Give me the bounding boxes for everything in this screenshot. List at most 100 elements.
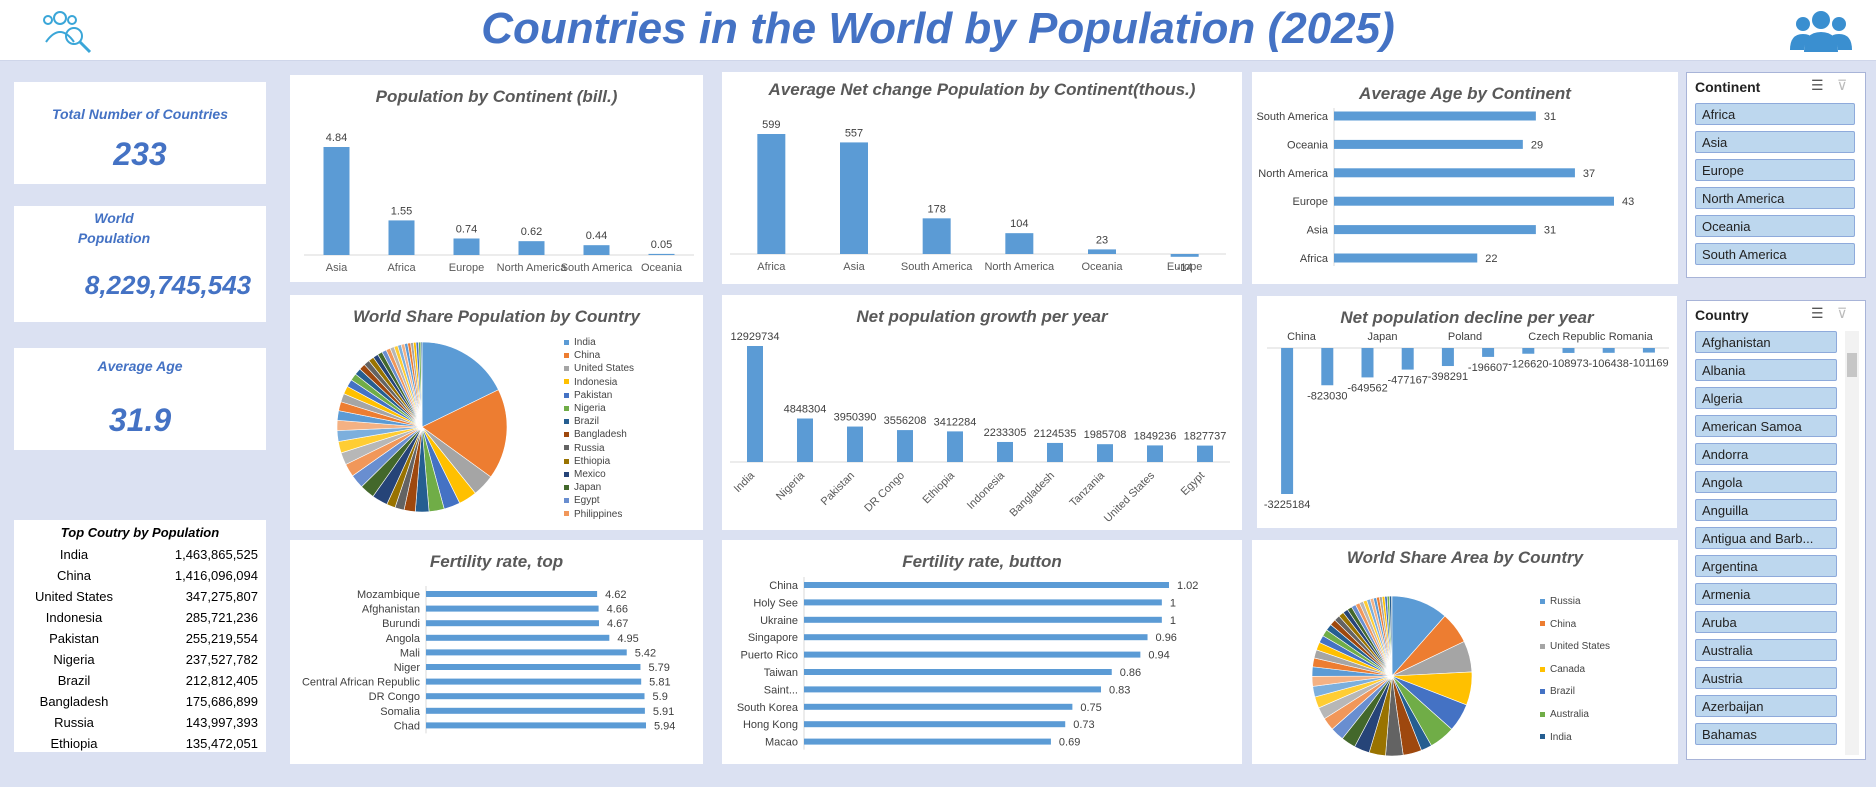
- tick-label: Africa: [387, 262, 416, 274]
- tick-label: Macao: [765, 737, 798, 749]
- clear-filter-icon[interactable]: ⊽: [1837, 305, 1848, 321]
- slicer-item[interactable]: Antigua and Barb...: [1695, 527, 1837, 549]
- bar: [804, 686, 1102, 693]
- tick-label: Chad: [394, 720, 420, 732]
- data-label: 5.81: [649, 677, 670, 689]
- data-label: 2124535: [1034, 428, 1077, 440]
- slicer-item[interactable]: Africa: [1695, 103, 1855, 125]
- bar: [1334, 196, 1614, 206]
- country-name: United States: [34, 589, 114, 604]
- legend-item: Canada: [1540, 664, 1585, 675]
- data-label: -196607: [1468, 362, 1508, 374]
- slicer-item[interactable]: Oceania: [1695, 215, 1855, 237]
- bar: [1642, 348, 1655, 353]
- clear-filter-icon[interactable]: ⊽: [1837, 77, 1848, 93]
- data-label: 0.83: [1109, 684, 1130, 696]
- slicer-item[interactable]: Bahamas: [1695, 723, 1837, 745]
- legend-item: China: [1540, 619, 1576, 630]
- tick-label: Mali: [400, 647, 420, 659]
- bar: [1170, 254, 1199, 257]
- bar: [1522, 348, 1535, 354]
- data-label: -108973: [1548, 358, 1588, 370]
- slicer-item[interactable]: Azerbaijan: [1695, 695, 1837, 717]
- legend-label: India: [574, 337, 596, 348]
- data-label: 1: [1170, 597, 1176, 609]
- data-label: 5.91: [653, 706, 674, 718]
- slicer-item[interactable]: Anguilla: [1695, 499, 1837, 521]
- data-label: 599: [762, 119, 780, 131]
- scrollbar[interactable]: [1845, 331, 1859, 755]
- legend-item: Australia: [1540, 709, 1589, 720]
- bar: [804, 582, 1169, 588]
- slicer-item[interactable]: Argentina: [1695, 555, 1837, 577]
- data-label: -477167: [1388, 375, 1428, 387]
- chart-title: Net population growth per year: [856, 307, 1108, 326]
- legend-label: United States: [1550, 641, 1611, 653]
- slicer-item[interactable]: North America: [1695, 187, 1855, 209]
- data-label: 0.44: [586, 230, 607, 242]
- kpi-label: World: [94, 210, 134, 226]
- avg-age-svg: 31 South America 29 Oceania 37 North America 4…: [1256, 108, 1634, 266]
- bar: [797, 418, 813, 462]
- slicer-item[interactable]: Angola: [1695, 471, 1837, 493]
- data-label: 178: [927, 203, 945, 215]
- slicer-item[interactable]: Asia: [1695, 131, 1855, 153]
- bar: [426, 605, 599, 612]
- data-label: 0.05: [651, 239, 672, 251]
- slicer-item[interactable]: Andorra: [1695, 443, 1837, 465]
- legend-swatch: [564, 511, 569, 517]
- bar: [804, 669, 1112, 675]
- bar: [426, 707, 645, 714]
- data-label: 104: [1010, 218, 1028, 230]
- data-label: 4848304: [784, 404, 827, 416]
- slicer-item[interactable]: South America: [1695, 243, 1855, 265]
- pop-continent-svg: 4.84 Asia 1.55 Africa 0.74 Europe 0.62 North Am…: [304, 132, 694, 274]
- slicer-item[interactable]: Armenia: [1695, 583, 1837, 605]
- kpi-value: 233: [113, 136, 167, 172]
- tick-label: Czech Republic: [1528, 331, 1606, 343]
- data-label: 0.62: [521, 226, 542, 238]
- slicer-item[interactable]: Albania: [1695, 359, 1837, 381]
- tick-label: Africa: [757, 261, 786, 273]
- legend-swatch: [564, 485, 569, 491]
- data-label: 1.55: [391, 205, 412, 217]
- chart-title: Average Age by Continent: [1359, 84, 1571, 103]
- slicer-item[interactable]: American Samoa: [1695, 415, 1837, 437]
- bar: [388, 220, 415, 255]
- slicer-item[interactable]: Afghanistan: [1695, 331, 1837, 353]
- bar: [1334, 168, 1575, 178]
- table-row: Pakistan 255,219,554: [14, 631, 266, 652]
- slicer-item[interactable]: Europe: [1695, 159, 1855, 181]
- chart-title: Fertility rate, button: [902, 552, 1062, 571]
- legend-item: Mexico: [564, 469, 606, 480]
- tick-label: Oceania: [1082, 261, 1124, 273]
- bar: [426, 591, 598, 597]
- pie-slice: [421, 341, 499, 428]
- population-value: 143,997,393: [185, 715, 258, 730]
- slicer-item[interactable]: Australia: [1695, 639, 1837, 661]
- table-row: Russia 143,997,393: [14, 715, 266, 736]
- chart-title: Average Net change Population by Contine…: [768, 80, 1196, 99]
- tick-label: Central African Republic: [302, 677, 421, 689]
- slicer-item[interactable]: Austria: [1695, 667, 1837, 689]
- tick-label: Indonesia: [965, 469, 1008, 512]
- multi-select-icon[interactable]: ☰: [1811, 77, 1824, 93]
- bar: [1334, 225, 1536, 235]
- bar: [804, 703, 1073, 710]
- legend-swatch: [564, 405, 569, 411]
- kpi-label: Population: [77, 230, 151, 246]
- legend-swatch: [564, 432, 569, 438]
- slicer-item[interactable]: Aruba: [1695, 611, 1837, 633]
- tick-label: Europe: [1293, 196, 1328, 208]
- data-label: 1849236: [1134, 430, 1177, 442]
- slicer-item[interactable]: Algeria: [1695, 387, 1837, 409]
- data-label: -14: [1177, 262, 1193, 274]
- country-name: Indonesia: [45, 610, 103, 625]
- multi-select-icon[interactable]: ☰: [1811, 305, 1824, 321]
- legend-label: Indonesia: [574, 376, 618, 388]
- page-title: Countries in the World by Population (20…: [481, 4, 1395, 53]
- data-label: 3556208: [884, 415, 927, 427]
- legend-swatch: [1540, 621, 1545, 627]
- legend-label: India: [1550, 731, 1572, 743]
- scrollbar-thumb[interactable]: [1847, 353, 1857, 377]
